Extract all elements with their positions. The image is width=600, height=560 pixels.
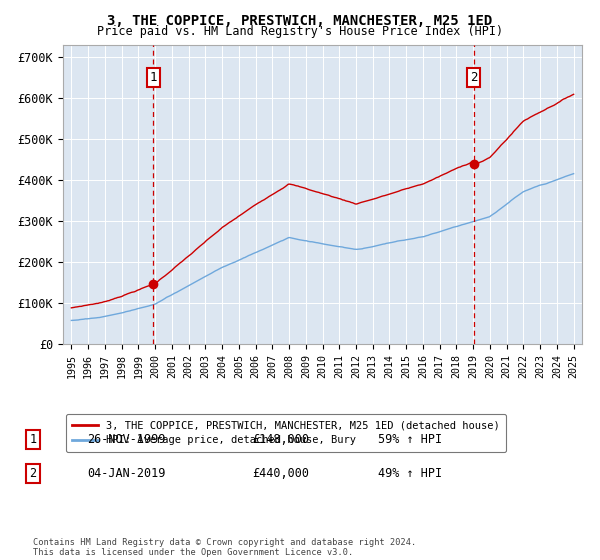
- Text: Price paid vs. HM Land Registry's House Price Index (HPI): Price paid vs. HM Land Registry's House …: [97, 25, 503, 38]
- Text: £440,000: £440,000: [252, 466, 309, 480]
- Text: 3, THE COPPICE, PRESTWICH, MANCHESTER, M25 1ED: 3, THE COPPICE, PRESTWICH, MANCHESTER, M…: [107, 14, 493, 28]
- Text: 59% ↑ HPI: 59% ↑ HPI: [378, 433, 442, 446]
- Text: 1: 1: [29, 433, 37, 446]
- Text: 2: 2: [470, 71, 477, 84]
- Text: 1: 1: [149, 71, 157, 84]
- Text: 2: 2: [29, 466, 37, 480]
- Text: Contains HM Land Registry data © Crown copyright and database right 2024.
This d: Contains HM Land Registry data © Crown c…: [33, 538, 416, 557]
- Legend: 3, THE COPPICE, PRESTWICH, MANCHESTER, M25 1ED (detached house), HPI: Average pr: 3, THE COPPICE, PRESTWICH, MANCHESTER, M…: [65, 414, 506, 452]
- Text: 49% ↑ HPI: 49% ↑ HPI: [378, 466, 442, 480]
- Text: £148,000: £148,000: [252, 433, 309, 446]
- Text: 26-NOV-1999: 26-NOV-1999: [87, 433, 166, 446]
- Text: 04-JAN-2019: 04-JAN-2019: [87, 466, 166, 480]
